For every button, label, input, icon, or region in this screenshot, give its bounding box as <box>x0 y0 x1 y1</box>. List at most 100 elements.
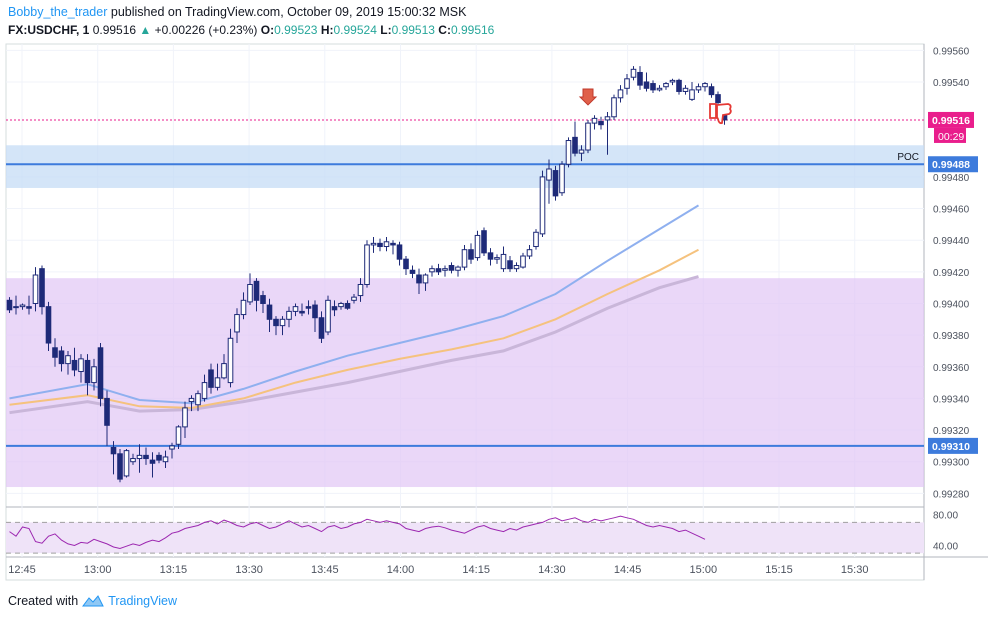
candle-body <box>715 94 721 104</box>
candle-body <box>123 450 130 477</box>
candle-body <box>156 454 162 461</box>
time-tick-label: 14:30 <box>538 564 566 576</box>
candle-body <box>169 445 175 450</box>
candle-body <box>143 454 149 460</box>
candle-body <box>325 299 331 333</box>
candle-body <box>364 244 370 285</box>
candle-body <box>351 296 357 301</box>
candle-body <box>624 78 630 89</box>
time-tick-label: 15:30 <box>841 564 869 576</box>
candle-body <box>546 168 552 181</box>
time-tick-label: 13:30 <box>235 564 263 576</box>
candle-body <box>312 304 318 319</box>
author-link[interactable]: Bobby_the_trader <box>8 5 108 19</box>
candle-body <box>162 456 169 463</box>
ma-slow-line <box>9 275 699 415</box>
time-tick-label: 15:00 <box>690 564 718 576</box>
candle-body <box>585 122 591 151</box>
symbol-label[interactable]: FX:USDCHF, 1 <box>8 23 90 37</box>
candle-body <box>117 453 123 480</box>
candle-body <box>208 369 214 388</box>
candle-body <box>390 242 396 246</box>
price-tick-label: 0.99300 <box>933 458 970 469</box>
last-price-label: 0.99516 <box>932 115 970 127</box>
candle-body <box>383 241 390 248</box>
poc-price-badge <box>928 156 978 173</box>
candle-body <box>110 446 117 455</box>
footer-credit: Created with TradingView <box>8 594 177 608</box>
price-tick-label: 0.99280 <box>933 489 970 500</box>
candle-body <box>539 176 546 235</box>
candle-body <box>702 83 708 88</box>
candle-body <box>273 318 279 327</box>
candle-body <box>442 268 448 271</box>
candle-body <box>331 306 338 311</box>
price-tick-label: 0.99320 <box>933 426 970 437</box>
time-tick-label: 13:45 <box>311 564 339 576</box>
open-value: 0.99523 <box>274 23 318 37</box>
candle-body <box>97 347 104 399</box>
candle-body <box>266 304 273 320</box>
level-price-badge <box>928 437 978 454</box>
last-price: 0.99516 <box>92 23 137 37</box>
candle-body <box>403 258 409 270</box>
candle-body <box>611 97 617 118</box>
chart-levels <box>6 119 924 447</box>
candle-body <box>630 68 637 78</box>
candle-body <box>695 86 702 91</box>
candle-body <box>13 306 19 309</box>
rsi-tick-label: 80.00 <box>933 511 958 522</box>
candle-body <box>708 86 715 96</box>
rsi-pane <box>6 515 924 554</box>
countdown-label: 00:29 <box>938 131 964 143</box>
candle-body <box>240 299 247 316</box>
candle-body <box>182 407 188 428</box>
high-label: H: <box>320 23 334 37</box>
candle-body <box>604 116 611 121</box>
time-tick-label: 15:15 <box>765 564 793 576</box>
candle-body <box>318 317 325 339</box>
publish-text: published on TradingView.com, October 09… <box>110 5 467 19</box>
candle-body <box>104 397 110 426</box>
footer-brand-link[interactable]: TradingView <box>108 594 177 608</box>
candle-body <box>578 149 585 154</box>
close-value: 0.99516 <box>450 23 495 37</box>
candle-body <box>201 382 208 399</box>
candle-body <box>481 230 487 254</box>
candle-body <box>377 242 383 248</box>
up-arrow-icon: ▲ <box>139 23 152 37</box>
candle-body <box>247 283 253 303</box>
price-tick-label: 0.99480 <box>933 173 970 184</box>
candle-body <box>396 244 403 260</box>
candle-body <box>260 295 266 304</box>
candle-body <box>84 359 91 384</box>
price-tick-label: 0.99560 <box>933 46 970 57</box>
candle-body <box>617 89 624 99</box>
price-tick-label: 0.99400 <box>933 299 970 310</box>
candle-body <box>448 265 455 271</box>
candle-body <box>656 87 663 91</box>
candle-body <box>513 265 520 270</box>
candle-body <box>344 302 351 309</box>
candle-body <box>214 377 221 388</box>
candle-body <box>299 310 305 314</box>
time-tick-label: 14:00 <box>387 564 415 576</box>
candle-body <box>71 359 78 371</box>
low-value: 0.99513 <box>391 23 435 37</box>
candle-body <box>130 458 136 463</box>
rsi-tick-label: 40.00 <box>933 541 958 552</box>
candle-body <box>682 87 689 92</box>
candle-body <box>227 337 234 384</box>
poc-name-label: POC <box>897 152 919 163</box>
candle-body <box>422 274 429 284</box>
candle-body <box>136 454 143 460</box>
candle-body <box>370 242 377 246</box>
countdown-badge <box>934 127 966 143</box>
price-tick-label: 0.99420 <box>933 268 970 279</box>
time-tick-label: 12:45 <box>8 564 36 576</box>
price-labels: 0.99516 00:29 0.99488 POC 0.99310 <box>897 111 978 454</box>
candles[interactable] <box>6 66 728 483</box>
candle-body <box>643 81 650 89</box>
candle-body <box>591 117 598 124</box>
